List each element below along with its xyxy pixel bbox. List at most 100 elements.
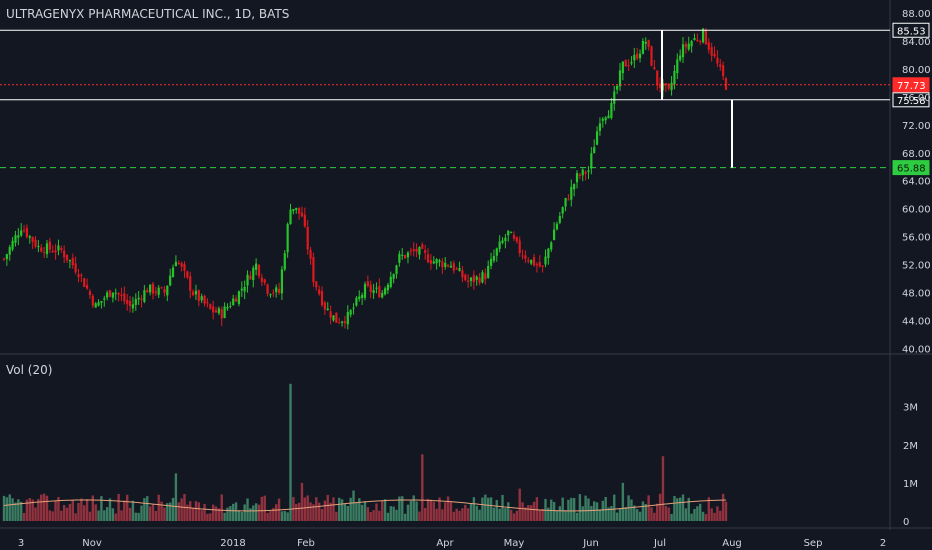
candle-body (149, 284, 152, 293)
volume-bar (372, 510, 375, 521)
volume-bar (312, 504, 315, 521)
volume-bar (57, 497, 60, 521)
candle-body (461, 270, 464, 278)
volume-bar (455, 508, 458, 521)
candle-body (48, 241, 51, 250)
candle-body (409, 250, 412, 252)
candle-body (243, 286, 246, 292)
candle-body (340, 321, 344, 323)
volume-bar (421, 454, 424, 521)
volume-bar (721, 493, 725, 521)
candle-body (275, 287, 278, 292)
candle-body (432, 261, 435, 264)
volume-bar (249, 508, 252, 521)
candle-body (363, 284, 367, 298)
candle-body (555, 223, 559, 230)
candle-body (633, 54, 636, 61)
candle-body (389, 276, 392, 288)
volume-bar (380, 500, 384, 521)
candle-body (123, 293, 126, 302)
candle-body (103, 298, 106, 300)
candle-body (507, 230, 510, 236)
volume-bar (11, 498, 14, 521)
candle-body (598, 123, 602, 131)
candle-body (481, 272, 484, 283)
candle-body (37, 245, 40, 248)
volume-bar (653, 512, 656, 521)
candle-body (298, 207, 301, 214)
volume-bar (143, 498, 146, 521)
volume-bar (22, 513, 26, 521)
volume-bar (498, 508, 501, 521)
candle-body (358, 296, 361, 299)
volume-bar (77, 502, 80, 521)
candle-body (561, 207, 564, 214)
volume-indicator-label[interactable]: Vol (20) (6, 363, 52, 377)
volume-bar (461, 508, 464, 521)
volume-bar (289, 383, 292, 521)
candle-body (398, 253, 401, 263)
candle-body (455, 268, 458, 270)
candle-body (25, 227, 29, 237)
volume-tick-label: 3M (903, 403, 918, 414)
volume-bar (509, 509, 513, 521)
volume-bar (484, 494, 487, 521)
candle-body (306, 226, 309, 250)
candle-body (696, 39, 699, 41)
volume-bar (607, 507, 610, 521)
volume-bar (295, 504, 298, 521)
candle-body (315, 281, 318, 288)
candle-body (280, 269, 284, 294)
volume-bar (670, 513, 673, 521)
candle-body (650, 46, 653, 66)
volume-ma-line (3, 499, 727, 512)
candle-body (421, 244, 424, 249)
volume-bar (19, 501, 23, 521)
volume-bar (266, 512, 269, 521)
candle-body (710, 47, 713, 56)
volume-bar (409, 500, 413, 521)
volume-bar (246, 498, 249, 521)
volume-bar (710, 508, 713, 521)
volume-bar (615, 512, 619, 521)
price-tick-label: 64.00 (902, 177, 931, 188)
price-levels: 85.53 77.73 75.58 65.88 (0, 22, 930, 176)
volume-bar (243, 504, 246, 521)
candle-body (131, 304, 135, 309)
candle-body (452, 263, 455, 271)
candle-body (550, 242, 553, 250)
candle-body (510, 232, 513, 234)
candle-body (472, 275, 475, 283)
volume-bar (486, 497, 490, 521)
candle-body (564, 198, 567, 207)
candle-body (670, 82, 673, 91)
volume-bar (363, 501, 367, 521)
time-tick-label: Sep (804, 538, 823, 549)
candle-body (318, 289, 321, 294)
price-tick-label: 40.00 (902, 345, 931, 356)
candle-body (449, 265, 453, 268)
volume-bar (31, 499, 34, 521)
candle-body (51, 251, 54, 253)
volume-bar (398, 496, 401, 521)
candle-body (289, 209, 292, 225)
price-tick-label: 80.00 (902, 65, 931, 76)
volume-bar (647, 495, 650, 521)
volume-bar (418, 511, 421, 521)
candle-body (653, 67, 656, 69)
candle-body (681, 44, 685, 58)
volume-bar (25, 499, 29, 521)
volume-bar (2, 495, 6, 521)
candle-body (627, 64, 630, 66)
volume-bar (71, 500, 74, 521)
volume-bar (65, 507, 69, 521)
volume-bar (323, 500, 327, 521)
candle-body (108, 290, 112, 297)
volume-bar (575, 512, 579, 521)
volume-bar (217, 508, 221, 521)
level-price-label: 77.73 (897, 81, 926, 92)
volume-bar (125, 494, 129, 521)
candle-body (5, 254, 8, 260)
volume-bar (200, 510, 203, 521)
